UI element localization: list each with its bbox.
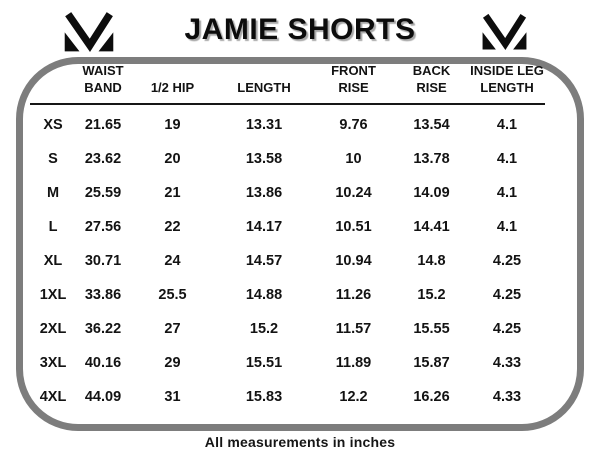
cell-inside-leg-length: 4.1 — [496, 150, 518, 167]
cell-inside-leg-length: 4.33 — [492, 354, 522, 371]
header-cell-size — [30, 63, 76, 105]
cell-back-rise: 14.09 — [413, 184, 450, 201]
cell-length: 15.83 — [245, 388, 283, 405]
table-row: XS 21.65 19 13.31 9.76 13.54 4.1 — [30, 104, 545, 142]
cell-length: 15.2 — [249, 320, 279, 337]
cell-waist-band: 27.56 — [84, 218, 122, 235]
cell-inside-leg-length: 4.25 — [492, 252, 522, 269]
cell-half-hip: 21 — [164, 184, 181, 201]
brand-m-logo-icon — [482, 13, 527, 51]
cell-back-rise: 14.41 — [413, 218, 450, 235]
cell-front-rise: 10 — [345, 150, 362, 167]
size-label: XL — [43, 252, 63, 269]
size-label: M — [46, 184, 60, 201]
size-label: L — [48, 218, 58, 235]
cell-front-rise: 12.2 — [339, 388, 368, 405]
cell-front-rise: 10.51 — [335, 218, 372, 235]
table-row: 2XL 36.22 27 15.2 11.57 15.55 4.25 — [30, 312, 545, 346]
cell-inside-leg-length: 4.25 — [492, 320, 522, 337]
cell-inside-leg-length: 4.25 — [492, 286, 522, 303]
cell-half-hip: 29 — [164, 354, 181, 371]
cell-front-rise: 10.24 — [335, 184, 372, 201]
size-table: WAIST BAND 1/2 HIP LENGTH FRONT RISE BAC… — [30, 63, 545, 414]
cell-front-rise: 11.26 — [335, 286, 372, 303]
table-header-row: WAIST BAND 1/2 HIP LENGTH FRONT RISE BAC… — [30, 63, 545, 105]
cell-half-hip: 24 — [164, 252, 181, 269]
cell-length: 13.58 — [245, 150, 283, 167]
cell-back-rise: 13.54 — [413, 116, 450, 133]
cell-half-hip: 22 — [164, 218, 181, 235]
cell-back-rise: 14.8 — [417, 252, 446, 269]
logo-left-triangle — [482, 32, 496, 50]
logo-right-triangle — [513, 32, 527, 50]
table-row: XL 30.71 24 14.57 10.94 14.8 4.25 — [30, 244, 545, 278]
cell-half-hip: 31 — [164, 388, 181, 405]
cell-length: 13.86 — [245, 184, 283, 201]
page-title: JAMIE SHORTS — [184, 13, 416, 46]
cell-half-hip: 27 — [164, 320, 181, 337]
cell-length: 13.31 — [245, 116, 283, 133]
cell-back-rise: 15.87 — [413, 354, 450, 371]
size-label: 4XL — [39, 388, 67, 405]
cell-waist-band: 40.16 — [84, 354, 122, 371]
header-cell-back-rise: BACK RISE — [394, 63, 469, 105]
table-row: 1XL 33.86 25.5 14.88 11.26 15.2 4.25 — [30, 278, 545, 312]
cell-length: 14.88 — [245, 286, 283, 303]
cell-inside-leg-length: 4.1 — [496, 184, 518, 201]
cell-front-rise: 9.76 — [339, 116, 368, 133]
measurements-note: All measurements in inches — [204, 434, 396, 450]
header-cell-half-hip: 1/2 HIP — [130, 63, 215, 105]
cell-inside-leg-length: 4.33 — [492, 388, 522, 405]
size-label: S — [48, 150, 58, 167]
size-label: 1XL — [39, 286, 67, 303]
size-label: 2XL — [39, 320, 67, 337]
cell-back-rise: 13.78 — [413, 150, 450, 167]
header-cell-front-rise: FRONT RISE — [313, 63, 394, 105]
cell-waist-band: 36.22 — [84, 320, 122, 337]
size-label: 3XL — [39, 354, 67, 371]
cell-inside-leg-length: 4.1 — [496, 218, 518, 235]
brand-m-logo-icon — [64, 12, 114, 53]
cell-waist-band: 33.86 — [84, 286, 122, 303]
cell-back-rise: 15.55 — [413, 320, 450, 337]
cell-back-rise: 16.26 — [413, 388, 450, 405]
cell-back-rise: 15.2 — [417, 286, 446, 303]
cell-length: 15.51 — [245, 354, 283, 371]
cell-front-rise: 11.57 — [335, 320, 372, 337]
cell-half-hip: 20 — [164, 150, 181, 167]
size-label: XS — [43, 116, 63, 133]
table-row: 4XL 44.09 31 15.83 12.2 16.26 4.33 — [30, 380, 545, 414]
logo-left-triangle — [64, 32, 80, 52]
cell-waist-band: 23.62 — [84, 150, 122, 167]
table-row: M 25.59 21 13.86 10.24 14.09 4.1 — [30, 176, 545, 210]
header-cell-inside-leg-length: INSIDE LEG LENGTH — [469, 63, 545, 105]
cell-waist-band: 44.09 — [84, 388, 122, 405]
cell-front-rise: 10.94 — [335, 252, 372, 269]
cell-waist-band: 21.65 — [84, 116, 122, 133]
cell-waist-band: 30.71 — [84, 252, 122, 269]
logo-v-stroke — [482, 13, 527, 51]
cell-front-rise: 11.89 — [335, 354, 372, 371]
header-cell-length: LENGTH — [215, 63, 313, 105]
cell-waist-band: 25.59 — [84, 184, 122, 201]
logo-v-stroke — [65, 12, 113, 53]
table-row: 3XL 40.16 29 15.51 11.89 15.87 4.33 — [30, 346, 545, 380]
cell-length: 14.57 — [245, 252, 283, 269]
table-row: S 23.62 20 13.58 10 13.78 4.1 — [30, 142, 545, 176]
logo-right-triangle — [98, 32, 114, 52]
rounded-frame — [16, 57, 584, 431]
cell-inside-leg-length: 4.1 — [496, 116, 518, 133]
cell-half-hip: 19 — [164, 116, 181, 133]
cell-length: 14.17 — [245, 218, 283, 235]
cell-half-hip: 25.5 — [158, 286, 187, 303]
header-cell-waist-band: WAIST BAND — [76, 63, 130, 105]
table-row: L 27.56 22 14.17 10.51 14.41 4.1 — [30, 210, 545, 244]
